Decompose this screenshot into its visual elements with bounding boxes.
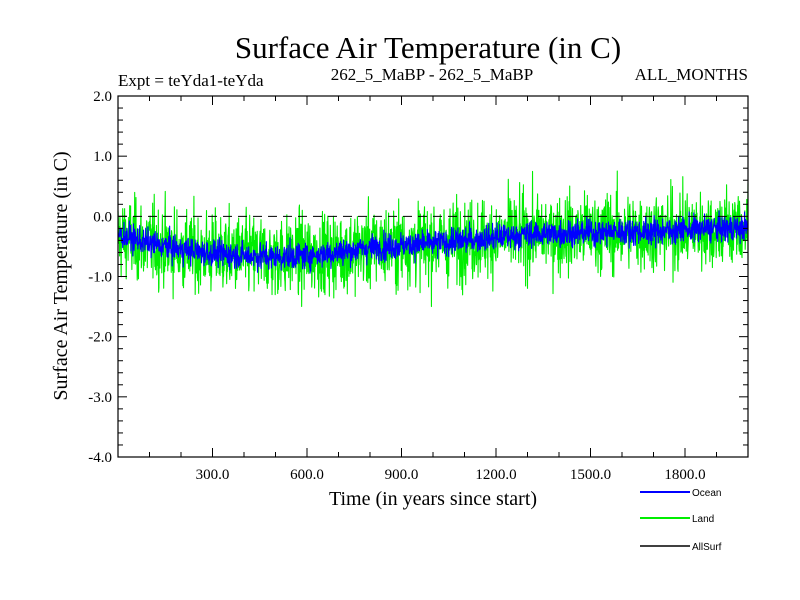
legend: Ocean Land AllSurf <box>640 488 722 553</box>
y-tick-label: -4.0 <box>88 450 112 466</box>
chart-title: Surface Air Temperature (in C) <box>235 30 621 65</box>
x-tick-label: 900.0 <box>385 467 419 483</box>
ocean-series <box>117 210 749 274</box>
y-tick-label: 0.0 <box>93 209 112 225</box>
experiment-label: Expt = teYda1-teYda <box>118 71 264 90</box>
period-label: 262_5_MaBP - 262_5_MaBP <box>331 65 533 84</box>
x-tick-label: 1800.0 <box>664 467 705 483</box>
y-tick-label: -1.0 <box>88 270 112 286</box>
y-axis-title: Surface Air Temperature (in C) <box>50 151 72 400</box>
legend-label-allsurf: AllSurf <box>692 542 722 553</box>
land-line <box>117 170 749 308</box>
months-label: ALL_MONTHS <box>635 65 748 84</box>
x-axis-title: Time (in years since start) <box>329 488 537 510</box>
x-tick-label: 300.0 <box>196 467 230 483</box>
x-tick-label: 600.0 <box>290 467 324 483</box>
legend-label-land: Land <box>692 514 714 525</box>
axes: 300.0 600.0 900.0 1200.0 1500.0 1800.0 2.0 1.0 0… <box>88 89 748 483</box>
y-tick-label: 2.0 <box>93 89 112 105</box>
y-tick-label: 1.0 <box>93 149 112 165</box>
ocean-line <box>117 210 749 274</box>
x-tick-label: 1200.0 <box>475 467 516 483</box>
y-tick-label: -2.0 <box>88 330 112 346</box>
land-series <box>117 170 749 308</box>
y-tick-label: -3.0 <box>88 390 112 406</box>
x-tick-label: 1500.0 <box>570 467 611 483</box>
legend-label-ocean: Ocean <box>692 488 721 499</box>
